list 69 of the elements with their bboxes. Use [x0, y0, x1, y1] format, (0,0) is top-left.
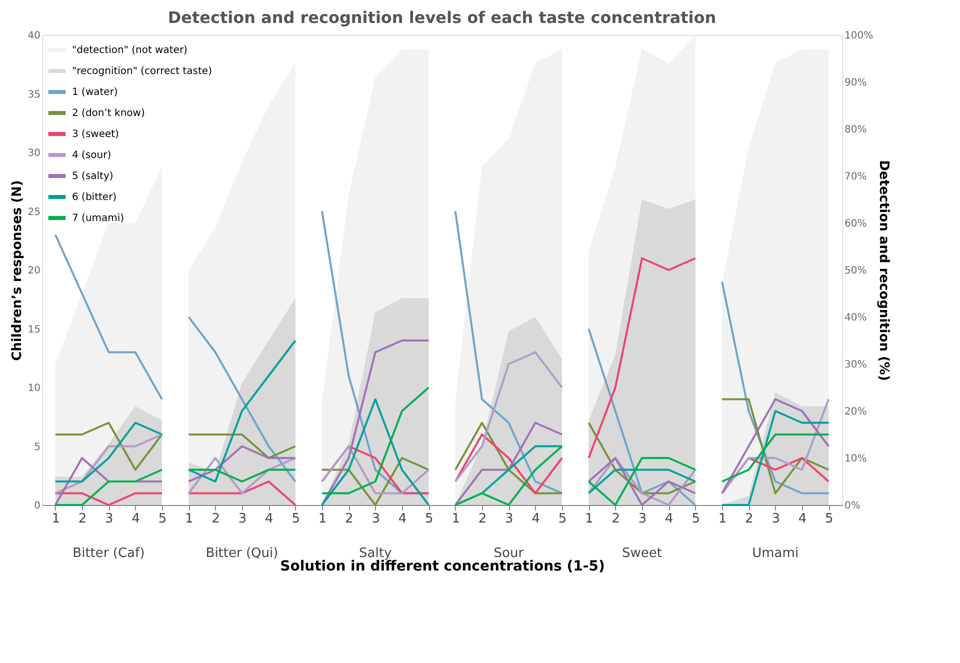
legend-label: 2 (don’t know): [72, 108, 145, 119]
y2-tick-label: 0%: [844, 500, 860, 512]
legend-label: 6 (bitter): [72, 192, 117, 203]
x-tick-label: 2: [478, 512, 487, 526]
x-tick-label: 1: [185, 512, 194, 526]
y2-tick-label: 60%: [844, 218, 867, 230]
x-tick-label: 3: [372, 512, 380, 526]
chart-title: Detection and recognition levels of each taste concentration: [168, 8, 716, 27]
legend-label: "detection" (not water): [72, 45, 188, 56]
x-tick-label: 5: [425, 512, 434, 526]
x-tick-label: 1: [452, 512, 460, 526]
x-tick-label: 3: [105, 512, 114, 526]
y-tick-label: 5: [34, 442, 40, 453]
x-tick-label: 2: [745, 512, 754, 526]
text: Sour: [494, 546, 524, 561]
x-tick-label: 3: [772, 512, 780, 526]
y2-tick-label: 40%: [844, 312, 867, 324]
x-tick-label: 2: [212, 512, 220, 526]
legend-label: 4 (sour): [72, 150, 112, 161]
y-tick-label: 0: [34, 500, 40, 512]
x-tick-label: 3: [505, 512, 514, 526]
legend-label: "recognition" (correct taste): [72, 66, 212, 77]
y-tick-label: 25: [28, 206, 40, 218]
text: Sweet: [622, 546, 662, 561]
x-tick-label: 4: [532, 512, 540, 526]
x-tick-label: 4: [265, 512, 274, 526]
y2-tick-label: 20%: [844, 406, 867, 418]
y-tick-label: 40: [28, 30, 40, 42]
y2-tick-label: 50%: [844, 266, 867, 276]
text: Salty: [359, 546, 392, 561]
y2-tick-label: 100%: [844, 30, 874, 42]
legend-label: 5 (salty): [72, 171, 114, 182]
y2-tick-label: 30%: [844, 360, 867, 370]
x-tick-label: 5: [825, 512, 834, 526]
legend-label: 7 (umami): [72, 213, 124, 224]
x-tick-label: 3: [238, 512, 247, 526]
x-tick-label: 5: [558, 512, 567, 526]
x-tick-label: 1: [585, 512, 594, 526]
x-axis-title: Solution in different concentrations (1-5): [280, 558, 605, 574]
y-tick-label: 20: [28, 266, 40, 276]
y2-tick-label: 70%: [844, 172, 867, 182]
y-tick-label: 15: [28, 324, 40, 336]
y2-tick-label: 90%: [844, 78, 867, 88]
y-tick-label: 30: [28, 148, 40, 159]
x-tick-label: 4: [665, 512, 674, 526]
x-tick-label: 4: [398, 512, 407, 526]
x-tick-label: 5: [292, 512, 300, 526]
y-tick-label: 35: [28, 89, 40, 100]
x-tick-label: 5: [692, 512, 700, 526]
x-tick-label: 4: [798, 512, 807, 526]
legend-label: 1 (water): [72, 87, 118, 98]
x-tick-label: 1: [718, 512, 727, 526]
y2-tick-label: 80%: [844, 124, 867, 136]
x-tick-label: 3: [638, 512, 647, 526]
x-tick-label: 2: [78, 512, 87, 526]
x-tick-label: 4: [132, 512, 140, 526]
x-tick-label: 1: [318, 512, 327, 526]
y2-tick-label: 10%: [844, 454, 867, 464]
x-tick-label: 5: [158, 512, 167, 526]
legend-label: 3 (sweet): [72, 129, 120, 140]
text: Bitter (Caf): [72, 546, 145, 561]
x-tick-label: 2: [345, 512, 354, 526]
x-tick-label: 1: [52, 512, 60, 526]
y-axis-title: Children’s responses (N): [10, 180, 25, 361]
text: Bitter (Qui): [206, 546, 278, 561]
text: Umami: [752, 546, 799, 561]
y2-axis-title: Detection and recognition (%): [876, 160, 892, 381]
y-tick-label: 10: [28, 383, 40, 394]
x-tick-label: 2: [612, 512, 620, 526]
